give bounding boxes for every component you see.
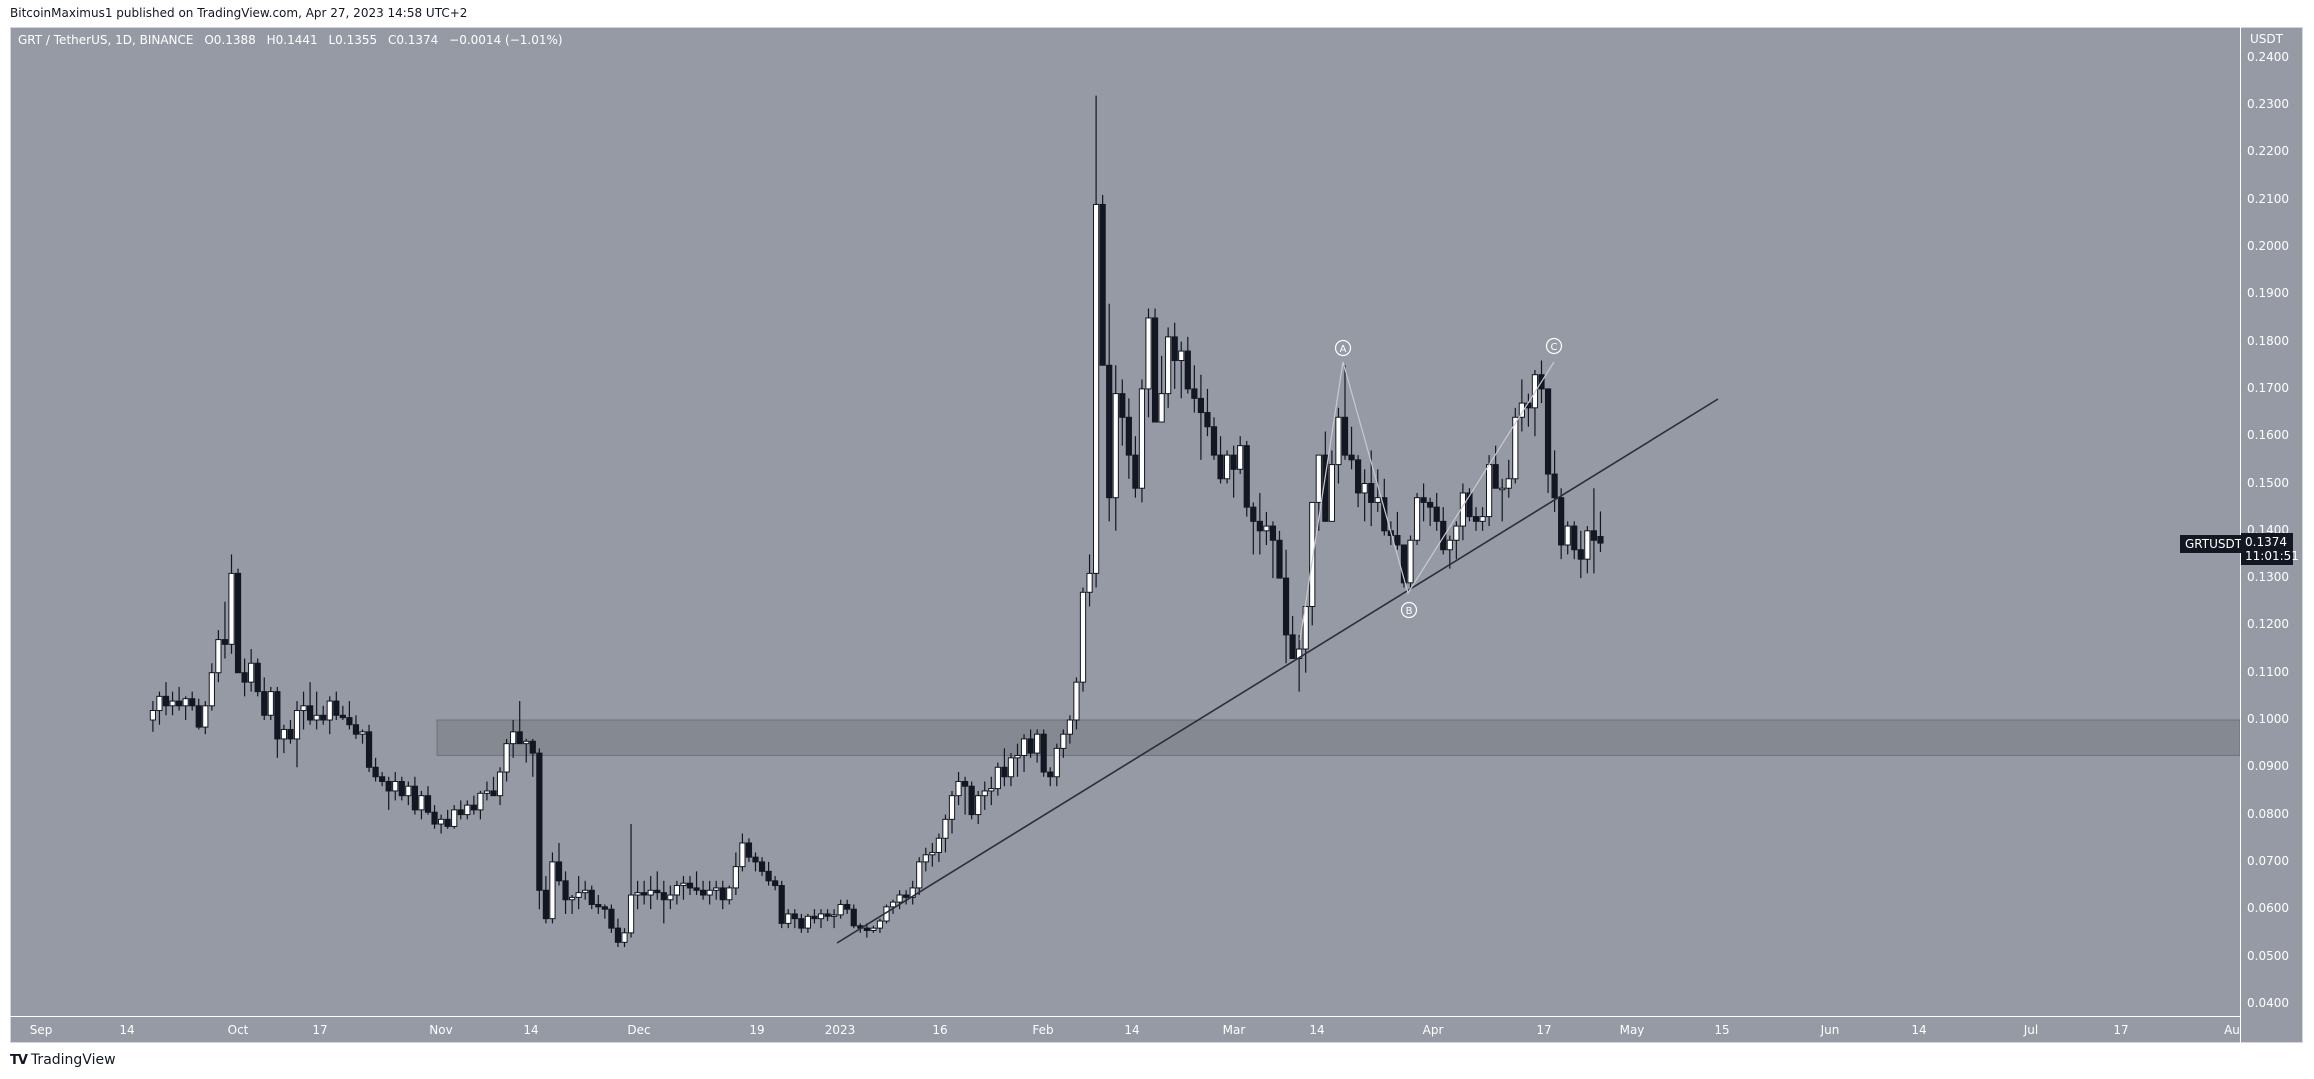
- time-tick: 14: [1309, 1023, 1325, 1037]
- time-axis-divider: [10, 1016, 2240, 1017]
- last-price-tag: 0.1374 11:01:51: [2241, 533, 2299, 565]
- price-tick: 0.2300: [2247, 97, 2289, 112]
- publish-info: BitcoinMaximus1 published on TradingView…: [10, 6, 468, 20]
- time-tick: Oct: [227, 1023, 249, 1037]
- currency-label: USDT: [2250, 32, 2283, 46]
- price-tick: 0.0700: [2247, 853, 2289, 868]
- price-tick: 0.0800: [2247, 806, 2289, 821]
- ohlc-change: −0.0014 (−1.01%): [449, 33, 563, 47]
- time-tick: Feb: [1032, 1023, 1054, 1037]
- price-tick: 0.0500: [2247, 948, 2289, 963]
- time-tick: 14: [1124, 1023, 1140, 1037]
- price-tick: 0.1800: [2247, 333, 2289, 348]
- ohlc-close: C0.1374: [387, 33, 439, 47]
- time-tick: 14: [119, 1023, 135, 1037]
- time-tick: Jun: [1820, 1023, 1840, 1037]
- price-tick: 0.1000: [2247, 712, 2289, 726]
- price-tick: 0.0900: [2247, 759, 2289, 774]
- symbol-legend: GRT / TetherUS, 1D, BINANCE O0.1388 H0.1…: [18, 33, 570, 47]
- time-tick: 17: [2113, 1023, 2129, 1037]
- price-tick: 0.2000: [2247, 239, 2289, 253]
- bar-countdown: 11:01:51: [2245, 549, 2299, 563]
- price-tick: 0.0400: [2247, 995, 2289, 1010]
- price-tick: 0.1100: [2247, 664, 2289, 679]
- time-tick: 14: [1911, 1023, 1927, 1037]
- time-tick: Au: [2224, 1023, 2240, 1037]
- ohlc-high: H0.1441: [266, 33, 318, 47]
- time-tick: 17: [1536, 1023, 1552, 1037]
- price-tick: 0.1300: [2247, 570, 2289, 585]
- chart-pane[interactable]: [10, 27, 2303, 1043]
- time-tick: Mar: [1222, 1023, 1246, 1037]
- time-tick: 19: [749, 1023, 765, 1037]
- price-tick: 0.1200: [2247, 617, 2289, 632]
- ohlc-low: L0.1355: [328, 33, 378, 47]
- time-tick: 2023: [824, 1023, 856, 1037]
- price-tick: 0.1900: [2247, 286, 2289, 301]
- price-tick: 0.2400: [2247, 49, 2289, 64]
- time-tick: May: [1619, 1023, 1645, 1037]
- price-tick: 0.1600: [2247, 428, 2289, 443]
- symbol-name[interactable]: GRT / TetherUS, 1D, BINANCE: [18, 33, 194, 47]
- price-tick: 0.0600: [2247, 901, 2289, 916]
- price-tick: 0.2100: [2247, 191, 2289, 206]
- price-tick: 0.2200: [2247, 144, 2289, 159]
- tradingview-logo-icon: TV: [10, 1052, 28, 1068]
- time-tick: 14: [523, 1023, 539, 1037]
- time-tick: Jul: [2023, 1023, 2039, 1037]
- time-tick: Dec: [627, 1023, 651, 1037]
- time-tick: Apr: [1422, 1023, 1444, 1037]
- symbol-price-tag: GRTUSDT: [2180, 535, 2248, 553]
- brand-name: TradingView: [30, 1052, 116, 1068]
- last-price: 0.1374: [2245, 535, 2287, 549]
- ohlc-open: O0.1388: [204, 33, 256, 47]
- price-tick: 0.1700: [2247, 380, 2289, 395]
- footer-brand: TV TradingView: [10, 1052, 116, 1068]
- time-tick: 16: [932, 1023, 948, 1037]
- time-tick: 17: [312, 1023, 328, 1037]
- time-tick: 15: [1714, 1023, 1730, 1037]
- price-tick: 0.1500: [2247, 475, 2289, 490]
- time-tick: Sep: [29, 1023, 53, 1037]
- time-tick: Nov: [429, 1023, 453, 1037]
